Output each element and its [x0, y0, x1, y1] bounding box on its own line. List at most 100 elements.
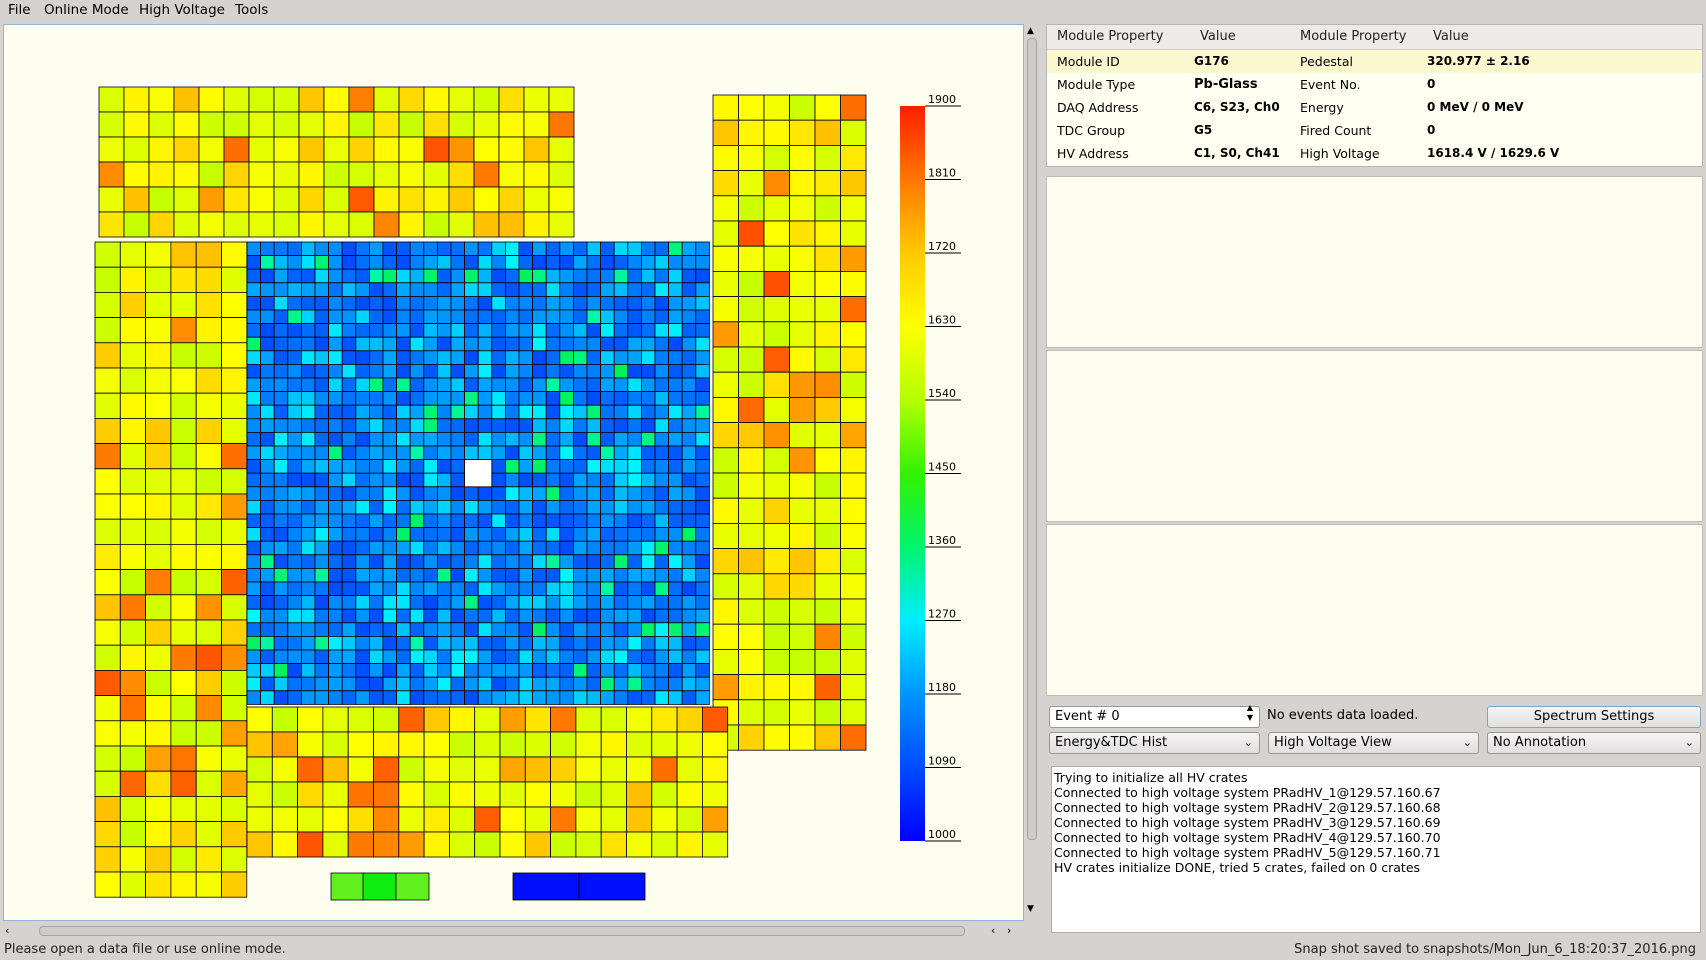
glass-module-cell[interactable] — [523, 211, 550, 238]
glass-module-cell[interactable] — [814, 548, 841, 575]
crystal-module-cell[interactable] — [328, 676, 343, 692]
crystal-module-cell[interactable] — [260, 649, 275, 665]
crystal-module-cell[interactable] — [287, 323, 302, 338]
crystal-module-cell[interactable] — [504, 418, 520, 433]
glass-module-cell[interactable] — [221, 619, 248, 646]
glass-module-cell[interactable] — [271, 731, 298, 758]
glass-module-cell[interactable] — [145, 468, 172, 495]
glass-module-cell[interactable] — [763, 296, 790, 323]
crystal-module-cell[interactable] — [600, 391, 615, 406]
glass-module-cell[interactable] — [373, 111, 400, 138]
crystal-module-cell[interactable] — [627, 241, 642, 257]
crystal-module-cell[interactable] — [532, 527, 547, 542]
crystal-module-cell[interactable] — [681, 323, 697, 338]
glass-module-cell[interactable] — [763, 598, 790, 625]
crystal-module-cell[interactable] — [287, 622, 302, 637]
glass-module-cell[interactable] — [221, 443, 248, 470]
crystal-module-cell[interactable] — [287, 431, 302, 447]
crystal-module-cell[interactable] — [668, 282, 683, 297]
glass-module-cell[interactable] — [789, 145, 816, 172]
crystal-module-cell[interactable] — [341, 323, 357, 338]
glass-module-cell[interactable] — [676, 706, 703, 733]
glass-module-cell[interactable] — [498, 161, 525, 188]
glass-module-cell[interactable] — [373, 831, 400, 858]
crystal-module-cell[interactable] — [545, 595, 561, 610]
crystal-module-cell[interactable] — [681, 336, 697, 352]
crystal-module-cell[interactable] — [382, 404, 398, 420]
glass-module-cell[interactable] — [248, 86, 275, 113]
crystal-module-cell[interactable] — [409, 540, 425, 556]
crystal-module-cell[interactable] — [341, 513, 357, 529]
crystal-module-cell[interactable] — [409, 282, 425, 297]
glass-module-cell[interactable] — [789, 170, 816, 197]
glass-module-cell[interactable] — [323, 211, 350, 238]
glass-module-cell[interactable] — [221, 720, 248, 747]
crystal-module-cell[interactable] — [504, 459, 520, 474]
glass-module-cell[interactable] — [600, 831, 627, 858]
crystal-module-cell[interactable] — [273, 323, 289, 338]
crystal-module-cell[interactable] — [641, 404, 656, 420]
crystal-module-cell[interactable] — [287, 540, 302, 556]
crystal-module-cell[interactable] — [532, 336, 547, 352]
glass-module-cell[interactable] — [789, 447, 816, 474]
crystal-module-cell[interactable] — [409, 445, 425, 461]
crystal-module-cell[interactable] — [450, 295, 466, 311]
glass-module-cell[interactable] — [271, 756, 298, 783]
glass-module-cell[interactable] — [448, 86, 475, 113]
crystal-module-cell[interactable] — [600, 431, 615, 447]
crystal-module-cell[interactable] — [477, 622, 493, 637]
crystal-module-cell[interactable] — [654, 690, 670, 705]
glass-module-cell[interactable] — [297, 831, 324, 858]
crystal-module-cell[interactable] — [695, 255, 710, 270]
crystal-module-cell[interactable] — [559, 622, 574, 637]
crystal-module-cell[interactable] — [464, 554, 479, 569]
crystal-module-cell[interactable] — [641, 363, 656, 379]
crystal-module-cell[interactable] — [641, 459, 656, 474]
glass-module-cell[interactable] — [712, 598, 739, 625]
crystal-module-cell[interactable] — [273, 676, 289, 692]
crystal-module-cell[interactable] — [586, 554, 602, 569]
crystal-module-cell[interactable] — [559, 595, 574, 610]
crystal-module-cell[interactable] — [641, 255, 656, 270]
crystal-module-cell[interactable] — [287, 595, 302, 610]
crystal-module-cell[interactable] — [450, 323, 466, 338]
crystal-module-cell[interactable] — [627, 363, 642, 379]
crystal-module-cell[interactable] — [396, 323, 411, 338]
glass-module-cell[interactable] — [423, 706, 450, 733]
crystal-module-cell[interactable] — [627, 472, 642, 488]
crystal-module-cell[interactable] — [518, 622, 534, 637]
glass-module-cell[interactable] — [223, 211, 250, 238]
crystal-module-cell[interactable] — [681, 608, 697, 624]
crystal-module-cell[interactable] — [368, 636, 384, 651]
glass-module-cell[interactable] — [94, 745, 121, 772]
crystal-module-cell[interactable] — [300, 527, 316, 542]
crystal-module-cell[interactable] — [654, 391, 670, 406]
crystal-module-cell[interactable] — [396, 445, 411, 461]
crystal-module-cell[interactable] — [300, 418, 316, 433]
glass-module-cell[interactable] — [814, 724, 841, 751]
glass-module-cell[interactable] — [221, 367, 248, 394]
crystal-module-cell[interactable] — [573, 350, 588, 365]
crystal-module-cell[interactable] — [573, 690, 588, 705]
crystal-module-cell[interactable] — [477, 377, 493, 393]
crystal-module-cell[interactable] — [328, 459, 343, 474]
crystal-module-cell[interactable] — [532, 690, 547, 705]
glass-module-cell[interactable] — [246, 706, 273, 733]
glass-module-cell[interactable] — [173, 161, 200, 188]
glass-module-cell[interactable] — [448, 731, 476, 758]
crystal-module-cell[interactable] — [287, 649, 302, 665]
glass-module-cell[interactable] — [297, 756, 324, 783]
crystal-module-cell[interactable] — [477, 431, 493, 447]
crystal-module-cell[interactable] — [287, 581, 302, 597]
glass-module-cell[interactable] — [840, 296, 867, 323]
glass-module-cell[interactable] — [814, 296, 841, 323]
crystal-module-cell[interactable] — [545, 431, 561, 447]
crystal-module-cell[interactable] — [246, 377, 262, 393]
crystal-module-cell[interactable] — [409, 404, 425, 420]
crystal-module-cell[interactable] — [300, 649, 316, 665]
crystal-module-cell[interactable] — [681, 499, 697, 515]
glass-module-cell[interactable] — [198, 186, 225, 213]
glass-module-cell[interactable] — [738, 145, 765, 172]
glass-module-cell[interactable] — [600, 806, 627, 833]
crystal-module-cell[interactable] — [600, 540, 615, 556]
